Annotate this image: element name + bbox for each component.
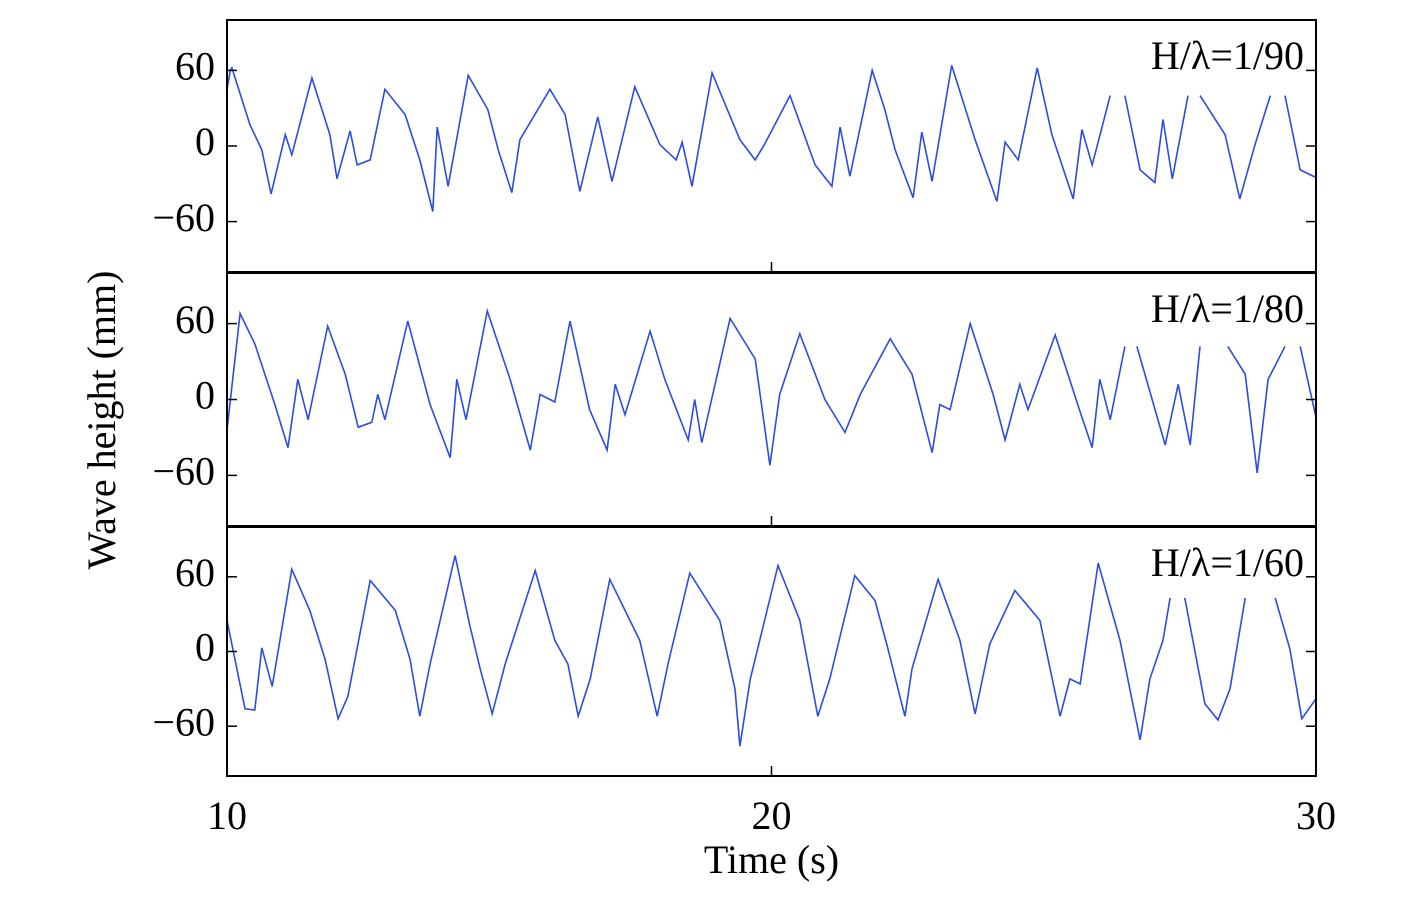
x-axis-label: Time (s) [704,837,839,882]
wave-line [226,65,1317,212]
y-axis-label: Wave height (mm) [79,271,124,570]
y-tick-label: −60 [152,699,215,744]
panel-annotation: H/λ=1/60 [1151,540,1304,585]
panel-annotation: H/λ=1/80 [1151,286,1304,331]
x-tick-label: 10 [207,793,247,838]
y-tick-label: 0 [195,373,215,418]
wave-line [226,555,1317,747]
x-tick-label: 30 [1296,793,1336,838]
y-tick-label: −60 [152,195,215,240]
y-tick-label: 60 [175,550,215,595]
y-tick-label: −60 [152,449,215,494]
y-tick-label: 60 [175,44,215,89]
panel-annotation: H/λ=1/90 [1151,33,1304,78]
y-tick-label: 0 [195,119,215,164]
y-tick-label: 0 [195,625,215,670]
x-tick-label: 20 [752,793,792,838]
y-tick-label: 60 [175,297,215,342]
wave-line [226,307,1317,473]
